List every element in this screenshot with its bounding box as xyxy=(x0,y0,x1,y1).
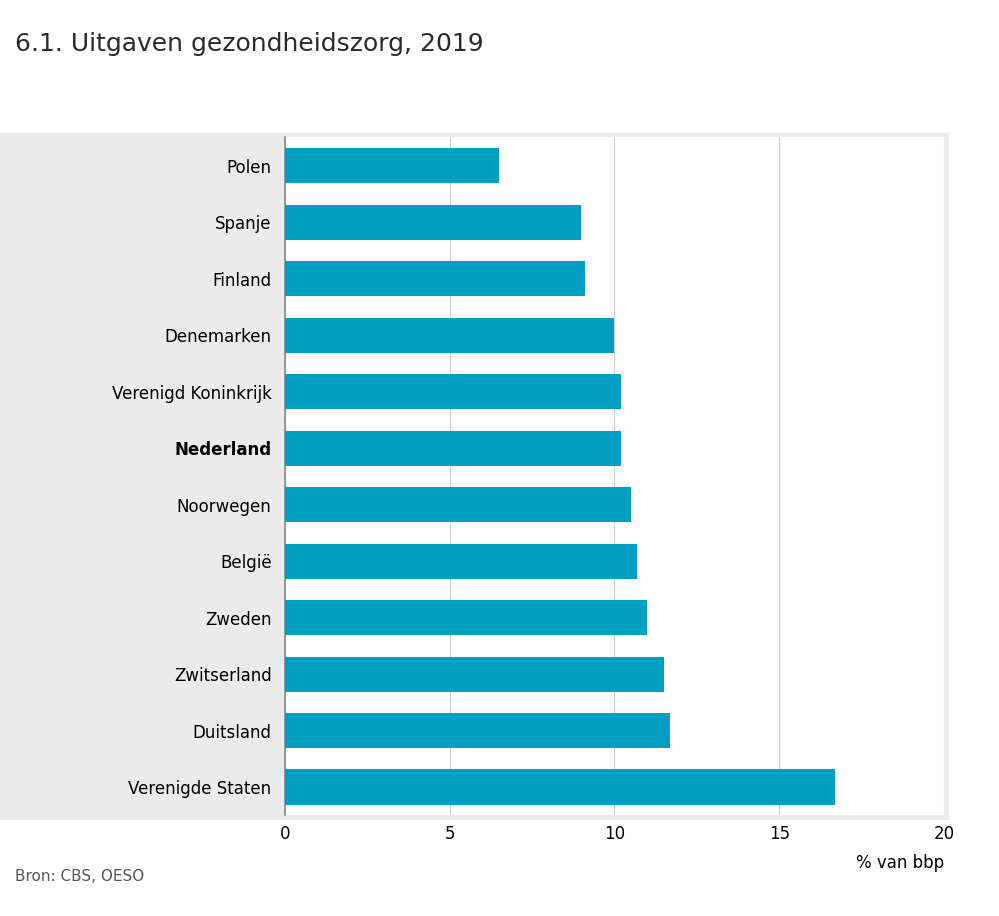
Text: Bron: CBS, OESO: Bron: CBS, OESO xyxy=(15,869,144,884)
X-axis label: % van bbp: % van bbp xyxy=(856,854,944,872)
Bar xyxy=(285,374,621,409)
Bar xyxy=(285,261,584,296)
Bar xyxy=(285,148,500,183)
Bar xyxy=(285,600,647,635)
Bar xyxy=(285,769,835,804)
Bar xyxy=(285,204,581,240)
Bar xyxy=(285,713,670,748)
Text: 6.1. Uitgaven gezondheidszorg, 2019: 6.1. Uitgaven gezondheidszorg, 2019 xyxy=(15,32,484,56)
Bar xyxy=(285,431,621,465)
Bar xyxy=(285,657,663,692)
Bar xyxy=(285,543,637,579)
Bar xyxy=(285,318,614,353)
Bar xyxy=(285,487,631,522)
